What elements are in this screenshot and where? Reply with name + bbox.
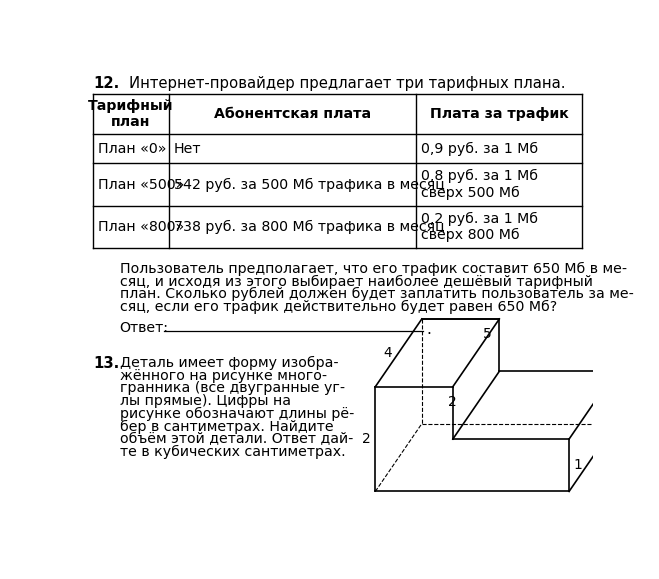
Text: рисунке обозначают длины рё-: рисунке обозначают длины рё-	[119, 406, 354, 421]
Text: 738 руб. за 800 Мб трафика в месяц: 738 руб. за 800 Мб трафика в месяц	[174, 220, 444, 234]
Text: 0,9 руб. за 1 Мб: 0,9 руб. за 1 Мб	[420, 142, 538, 156]
Text: лы прямые). Цифры на: лы прямые). Цифры на	[119, 394, 291, 408]
Text: 13.: 13.	[93, 356, 119, 371]
Text: План «800»: План «800»	[98, 220, 184, 234]
Text: план. Сколько рублей должен будет заплатить пользователь за ме-: план. Сколько рублей должен будет заплат…	[119, 287, 633, 302]
Text: Интернет-провайдер предлагает три тарифных плана.: Интернет-провайдер предлагает три тарифн…	[129, 76, 565, 91]
Text: объём этой детали. Ответ дай-: объём этой детали. Ответ дай-	[119, 432, 353, 446]
Text: План «500»: План «500»	[98, 178, 185, 192]
Text: Тарифный
план: Тарифный план	[88, 99, 174, 129]
Text: 0,2 руб. за 1 Мб
сверх 800 Мб: 0,2 руб. за 1 Мб сверх 800 Мб	[420, 212, 538, 242]
Text: Плата за трафик: Плата за трафик	[430, 107, 569, 121]
Text: .: .	[426, 322, 432, 337]
Text: Нет: Нет	[174, 142, 201, 156]
Text: жённого на рисунке много-: жённого на рисунке много-	[119, 369, 327, 383]
Text: 0,8 руб. за 1 Мб
сверх 500 Мб: 0,8 руб. за 1 Мб сверх 500 Мб	[420, 170, 538, 200]
Text: 5: 5	[483, 327, 492, 341]
Text: Ответ:: Ответ:	[119, 321, 169, 335]
Text: 4: 4	[384, 346, 392, 360]
Text: Пользователь предполагает, что его трафик составит 650 Мб в ме-: Пользователь предполагает, что его трафи…	[119, 262, 627, 276]
Text: 2: 2	[362, 432, 370, 446]
Text: 2: 2	[449, 395, 457, 409]
Text: 542 руб. за 500 Мб трафика в месяц: 542 руб. за 500 Мб трафика в месяц	[174, 178, 444, 192]
Text: те в кубических сантиметрах.: те в кубических сантиметрах.	[119, 445, 345, 459]
Text: 1: 1	[573, 458, 582, 472]
Text: сяц, если его трафик действительно будет равен 650 Мб?: сяц, если его трафик действительно будет…	[119, 300, 557, 314]
Text: Абонентская плата: Абонентская плата	[214, 107, 371, 121]
Text: бер в сантиметрах. Найдите: бер в сантиметрах. Найдите	[119, 419, 333, 434]
Text: гранника (все двугранные уг-: гранника (все двугранные уг-	[119, 382, 345, 395]
Text: сяц, и исходя из этого выбирает наиболее дешёвый тарифный: сяц, и исходя из этого выбирает наиболее…	[119, 274, 592, 289]
Text: 12.: 12.	[93, 76, 119, 91]
Text: Деталь имеет форму изобра-: Деталь имеет форму изобра-	[119, 356, 338, 370]
Text: План «0»: План «0»	[98, 142, 166, 156]
